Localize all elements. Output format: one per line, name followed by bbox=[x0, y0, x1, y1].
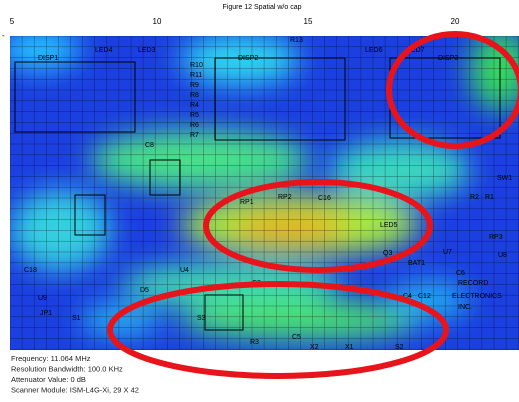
board-label: S2 bbox=[395, 344, 404, 351]
board-label: R5 bbox=[190, 112, 199, 119]
x-axis: 5 10 15 20 bbox=[10, 17, 460, 26]
figure-title: Figure 12 Spatial w/o cap bbox=[223, 4, 302, 11]
board-label: SW1 bbox=[497, 175, 512, 182]
info-line: Resolution Bandwidth: 100.0 KHz bbox=[11, 364, 123, 373]
info-line: Scanner Module: ISM-L4G-Xi, 29 X 42 bbox=[11, 385, 139, 394]
board-label: LED5 bbox=[380, 222, 398, 229]
x-tick-label: 10 bbox=[153, 17, 162, 26]
board-label: C16 bbox=[318, 195, 331, 202]
y-tick: - bbox=[2, 31, 5, 40]
board-label: R8 bbox=[190, 92, 199, 99]
board-label: LED4 bbox=[95, 47, 113, 54]
board-label: Q3 bbox=[383, 250, 392, 257]
highlight-ellipses bbox=[107, 31, 519, 379]
board-label: DISP3 bbox=[438, 55, 458, 62]
board-label: U4 bbox=[180, 267, 189, 274]
board-label: C12 bbox=[418, 293, 431, 300]
board-label: U7 bbox=[443, 249, 452, 256]
board-labels: DISP1 LED4 LED3 R13 LED6 LED7 DISP2 DISP3 R10 R11… bbox=[24, 37, 512, 351]
board-label: R7 bbox=[190, 132, 199, 139]
board-label: X1 bbox=[345, 344, 354, 351]
board-label: R11 bbox=[190, 72, 202, 79]
board-label: RECORD bbox=[458, 280, 488, 287]
board-label: D5 bbox=[140, 287, 149, 294]
board-label: R2 bbox=[470, 194, 479, 201]
x-tick-label: 15 bbox=[304, 17, 313, 26]
board-label: R10 bbox=[190, 62, 203, 69]
board-label: RP2 bbox=[278, 194, 292, 201]
board-label: R13 bbox=[290, 37, 303, 44]
board-label: INC. bbox=[458, 304, 472, 311]
board-label: ELECTRONICS bbox=[452, 293, 502, 300]
board-label: LED3 bbox=[138, 47, 156, 54]
board-label: R6 bbox=[190, 122, 199, 129]
x-tick-label: 5 bbox=[10, 17, 15, 26]
board-label: RP1 bbox=[240, 199, 254, 206]
board-label: BAT1 bbox=[408, 260, 425, 267]
info-line: Attenuator Value: 0 dB bbox=[11, 375, 86, 384]
board-label: C5 bbox=[292, 334, 301, 341]
info-line: Frequency: 11.064 MHz bbox=[11, 354, 91, 363]
board-label: LED6 bbox=[365, 47, 383, 54]
board-label: DISP2 bbox=[238, 55, 258, 62]
board-label: U9 bbox=[38, 295, 47, 302]
board-label: C8 bbox=[145, 142, 154, 149]
board-label: DISP1 bbox=[38, 55, 58, 62]
board-label: LED7 bbox=[407, 47, 425, 54]
board-label: S3 bbox=[197, 315, 206, 322]
board-label: X2 bbox=[310, 344, 319, 351]
board-label: U8 bbox=[498, 252, 507, 259]
board-label: C6 bbox=[456, 270, 465, 277]
board-label: JP1 bbox=[40, 310, 52, 317]
board-label: C4 bbox=[403, 293, 412, 300]
board-label: R3 bbox=[250, 339, 259, 346]
x-tick-label: 20 bbox=[451, 17, 460, 26]
board-label: RP3 bbox=[489, 234, 503, 241]
board-label: R4 bbox=[190, 102, 199, 109]
board-label: S1 bbox=[72, 315, 81, 322]
board-label: C18 bbox=[24, 267, 37, 274]
board-label: R1 bbox=[485, 194, 494, 201]
board-label: R9 bbox=[190, 82, 199, 89]
